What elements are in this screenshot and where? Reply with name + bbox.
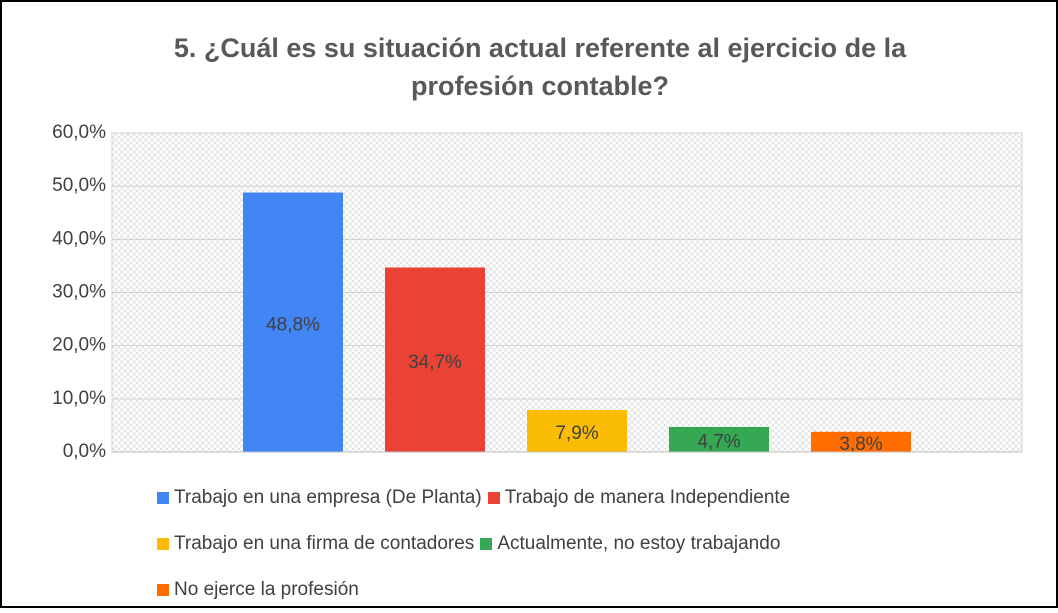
- legend-swatch: [157, 584, 169, 596]
- legend-swatch: [157, 538, 169, 550]
- y-tick-label: 0,0%: [63, 441, 106, 462]
- y-tick-label: 10,0%: [52, 388, 106, 409]
- bar: [243, 192, 343, 452]
- legend-item: Trabajo en una empresa (De Planta): [157, 475, 482, 521]
- y-tick-label: 40,0%: [52, 228, 106, 249]
- legend-item: Trabajo de manera Independiente: [487, 475, 791, 521]
- y-tick-label: 50,0%: [52, 175, 106, 196]
- legend-item: No ejerce la profesión: [157, 567, 359, 613]
- legend-swatch: [487, 492, 500, 504]
- data-label: 34,7%: [408, 352, 462, 373]
- bar: [385, 267, 485, 452]
- bar: [811, 431, 911, 452]
- legend-label: Actualmente, no estoy trabajando: [497, 533, 781, 554]
- legend-item: Actualmente, no estoy trabajando: [480, 521, 780, 567]
- y-tick-label: 30,0%: [52, 282, 106, 303]
- legend: Trabajo en una empresa (De Planta) Trabaj…: [157, 475, 937, 613]
- bar: [669, 427, 769, 452]
- data-label: 7,9%: [555, 423, 598, 444]
- chart-title: 5. ¿Cuál es su situación actual referent…: [174, 33, 907, 63]
- legend-item: Trabajo en una firma de contadores: [157, 521, 474, 567]
- legend-swatch: [480, 538, 493, 550]
- chart-title: profesión contable?: [411, 71, 669, 101]
- y-tick-label: 60,0%: [52, 122, 106, 143]
- legend-swatch: [157, 492, 169, 504]
- legend-label: No ejerce la profesión: [174, 579, 359, 600]
- bar: [527, 409, 627, 452]
- y-tick-label: 20,0%: [52, 335, 106, 356]
- legend-label: Trabajo en una empresa (De Planta): [174, 487, 482, 508]
- data-label: 3,8%: [839, 434, 882, 455]
- legend-label: Trabajo en una firma de contadores: [174, 533, 475, 554]
- data-label: 48,8%: [266, 314, 320, 335]
- legend-label: Trabajo de manera Independiente: [504, 487, 791, 508]
- data-label: 4,7%: [697, 432, 740, 453]
